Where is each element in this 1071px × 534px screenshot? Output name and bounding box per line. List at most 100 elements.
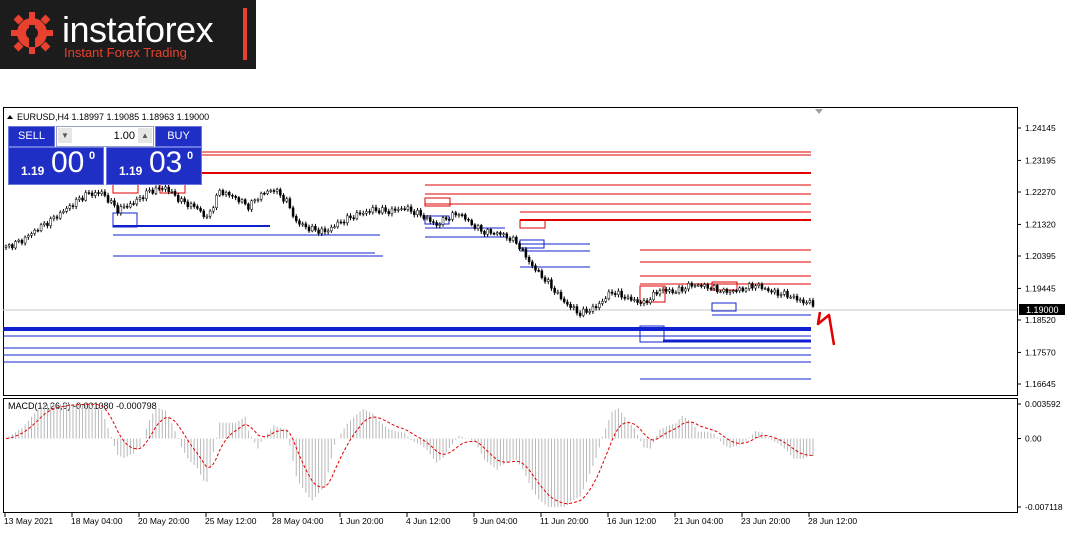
time-tick-label: 28 Jun 12:00 xyxy=(808,516,857,526)
candle-body xyxy=(212,207,215,212)
candle-body xyxy=(84,192,87,201)
candle-body xyxy=(655,292,658,295)
candle-body xyxy=(358,212,362,215)
candle-body xyxy=(221,190,225,195)
candle-body xyxy=(566,301,569,305)
candle-body xyxy=(218,190,221,196)
candle-body xyxy=(371,207,375,213)
candle-body xyxy=(71,205,75,207)
candle-body xyxy=(572,306,576,308)
candle-body xyxy=(767,288,770,292)
candle-body xyxy=(709,288,713,290)
candle-body xyxy=(760,283,764,289)
candle-body xyxy=(773,289,776,293)
candle-body xyxy=(320,228,324,234)
candle-body xyxy=(598,303,601,309)
lot-size-value[interactable]: 1.00 xyxy=(113,130,135,142)
candle-body xyxy=(167,186,170,192)
lot-increase-icon[interactable]: ▲ xyxy=(138,128,152,143)
candle-body xyxy=(805,302,808,304)
macd-signal-line xyxy=(5,403,814,505)
candle-body xyxy=(409,206,413,212)
current-price-tag: 1.19000 xyxy=(1026,305,1059,315)
candle-body xyxy=(779,294,783,296)
candle-body xyxy=(81,197,84,201)
candle-body xyxy=(687,283,690,290)
candle-body xyxy=(665,289,668,292)
candle-body xyxy=(457,214,461,216)
candle-body xyxy=(94,192,97,196)
candle-body xyxy=(712,285,716,289)
candle-body xyxy=(601,301,604,304)
candle-body xyxy=(515,236,518,244)
candle-body xyxy=(722,288,725,293)
candle-body xyxy=(164,186,167,190)
buy-button[interactable]: BUY xyxy=(155,126,202,147)
candle-body xyxy=(795,295,799,301)
candle-body xyxy=(406,206,410,210)
candle-body xyxy=(390,208,394,214)
candle-body xyxy=(384,207,387,212)
candle-body xyxy=(132,203,135,205)
candle-body xyxy=(27,235,30,238)
candle-body xyxy=(186,201,190,207)
candle-body xyxy=(486,229,489,235)
candle-body xyxy=(62,211,65,213)
lot-decrease-icon[interactable]: ▼ xyxy=(58,128,72,143)
candle-body xyxy=(74,199,78,207)
candle-body xyxy=(626,296,630,299)
candle-body xyxy=(314,226,317,231)
candle-body xyxy=(441,217,445,225)
candle-body xyxy=(527,256,531,263)
candle-body xyxy=(157,187,161,190)
candle-body xyxy=(677,286,681,293)
candle-body xyxy=(202,210,206,217)
candle-body xyxy=(397,209,400,211)
lot-size-stepper[interactable]: ▼ 1.00 ▲ xyxy=(56,126,154,147)
buy-price-button[interactable]: 1.19 03 0 xyxy=(106,146,202,185)
candle-body xyxy=(623,296,627,299)
candle-body xyxy=(17,239,21,242)
candle-body xyxy=(58,212,62,219)
candle-body xyxy=(448,218,451,221)
sell-price-button[interactable]: 1.19 00 0 xyxy=(8,146,104,185)
candle-body xyxy=(285,198,288,202)
candle-body xyxy=(381,207,384,214)
candle-body xyxy=(645,300,649,304)
candle-body xyxy=(36,229,40,232)
candle-body xyxy=(703,284,706,287)
candle-body xyxy=(333,226,336,229)
candle-body xyxy=(151,189,154,194)
macd-axis: 0.003592 0.00 -0.007118 xyxy=(1017,399,1063,512)
candle-body xyxy=(256,199,260,201)
candle-body xyxy=(696,284,700,287)
candle-body xyxy=(575,306,579,314)
candle-body xyxy=(234,195,237,198)
candle-body xyxy=(613,293,617,295)
candle-body xyxy=(680,286,684,292)
sell-button[interactable]: SELL xyxy=(8,126,55,147)
time-tick-label: 25 May 12:00 xyxy=(205,516,257,526)
sell-price-prefix: 1.19 xyxy=(21,164,45,178)
candle-body xyxy=(326,230,330,233)
candle-body xyxy=(199,208,202,212)
candle-body xyxy=(403,208,406,210)
candle-body xyxy=(43,222,46,226)
candle-body xyxy=(476,225,480,229)
chart-shift-marker[interactable] xyxy=(815,109,823,114)
candle-body xyxy=(355,212,359,220)
gear-logo-icon xyxy=(11,12,53,54)
price-tick-label: 1.17570 xyxy=(1025,347,1056,357)
candle-body xyxy=(361,213,365,215)
candle-body xyxy=(4,245,8,248)
candle-body xyxy=(604,298,607,302)
candle-body xyxy=(336,221,339,228)
candle-body xyxy=(208,210,212,217)
candle-body xyxy=(808,300,812,303)
price-tick-label: 1.19445 xyxy=(1025,283,1056,293)
candle-body xyxy=(735,290,738,292)
candle-body xyxy=(757,283,761,286)
sell-price-fraction: 0 xyxy=(89,150,96,162)
collapse-arrow-icon[interactable] xyxy=(7,115,13,119)
candle-body xyxy=(556,291,560,294)
